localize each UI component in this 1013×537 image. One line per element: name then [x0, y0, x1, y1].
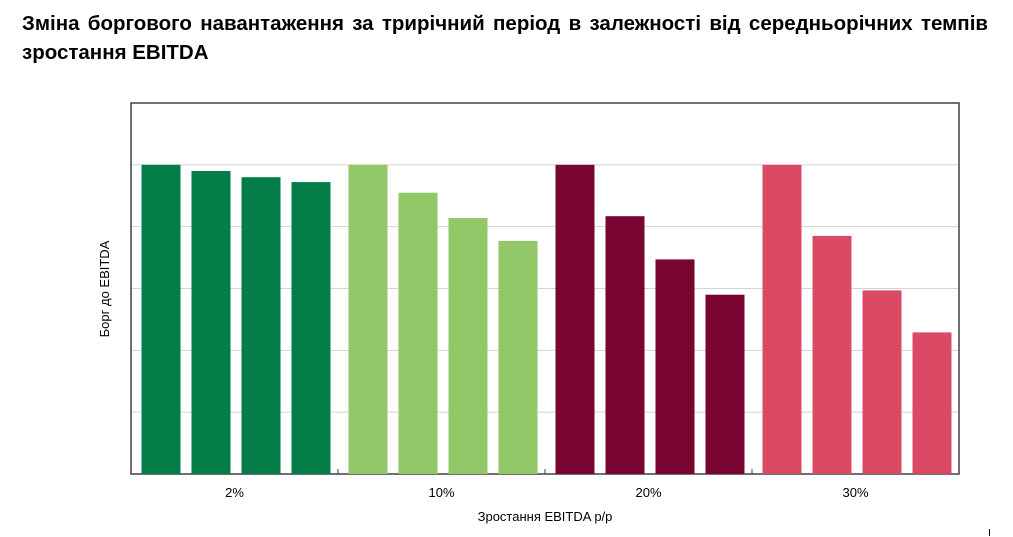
- bar-3-1: [555, 164, 595, 475]
- bar-2-1: [348, 164, 388, 475]
- bar-4-1: [762, 164, 802, 475]
- bar-4-2: [812, 235, 852, 474]
- bar-1-2: [191, 171, 231, 474]
- bars: [141, 164, 952, 475]
- page-edge-mark: [989, 529, 990, 536]
- x-axis-tick-labels: 2% 10% 20% 30%: [225, 485, 869, 500]
- bar-1-1: [141, 164, 181, 475]
- bar-3-2: [605, 216, 645, 474]
- bar-2-3: [448, 218, 488, 474]
- bar-4-4: [912, 332, 952, 474]
- chart-title: Зміна боргового навантаження за трирічни…: [22, 12, 988, 64]
- bar-2-4: [498, 240, 538, 474]
- x-tick-label-1: 2%: [225, 485, 244, 500]
- y-axis-label: Борг до EBITDA: [97, 240, 112, 337]
- bar-1-4: [291, 182, 331, 474]
- bar-2-2: [398, 192, 438, 474]
- x-axis-ticks: [337, 469, 753, 474]
- x-tick-label-2: 10%: [428, 485, 454, 500]
- x-axis-label: Зростання EBITDA р/р: [478, 509, 613, 524]
- x-tick-label-4: 30%: [842, 485, 868, 500]
- bar-4-3: [862, 290, 902, 474]
- x-tick-label-3: 20%: [635, 485, 661, 500]
- bar-1-3: [241, 177, 281, 474]
- bar-3-4: [705, 294, 745, 474]
- bar-3-3: [655, 259, 695, 474]
